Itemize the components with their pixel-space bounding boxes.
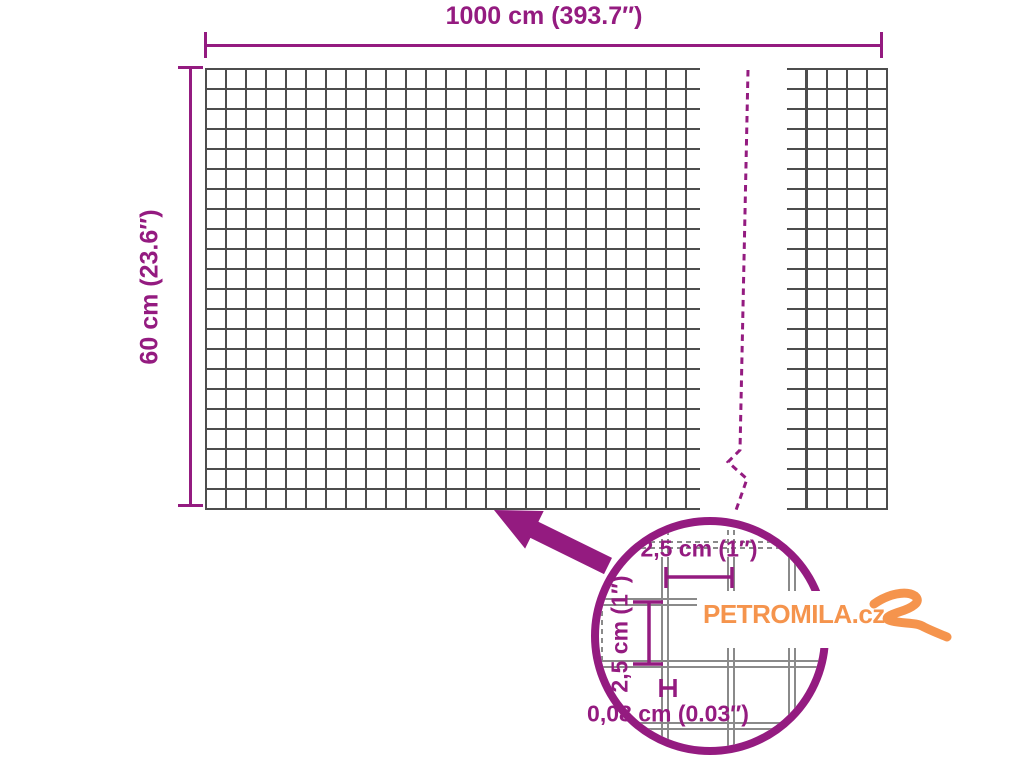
width-dimension-tick-left: [204, 32, 207, 58]
mesh-panel-left: [205, 68, 700, 510]
width-dimension-line: [205, 44, 883, 47]
width-dimension-label: 1000 cm (393.7″): [445, 2, 643, 30]
wire-thickness-label: 0,08 cm (0.03″): [587, 700, 749, 727]
width-dimension-tick-right: [880, 32, 883, 58]
mesh-panel-right: [787, 68, 888, 510]
height-dimension-label: 60 cm (23.6″): [135, 209, 164, 365]
detail-dimension-marks: [633, 567, 734, 697]
height-dimension-tick-bottom: [178, 504, 203, 507]
break-line-icon: [725, 69, 750, 514]
detail-arrow-icon: [494, 510, 612, 575]
height-dimension-tick-top: [178, 66, 203, 69]
height-dimension-line: [189, 67, 192, 507]
brand-watermark: PETROMILA.cz: [703, 599, 885, 629]
cell-height-label: 2,5 cm (1″): [606, 575, 633, 693]
wire-thickness-mark: [659, 679, 677, 697]
cell-width-label: 2,5 cm (1″): [640, 535, 758, 562]
